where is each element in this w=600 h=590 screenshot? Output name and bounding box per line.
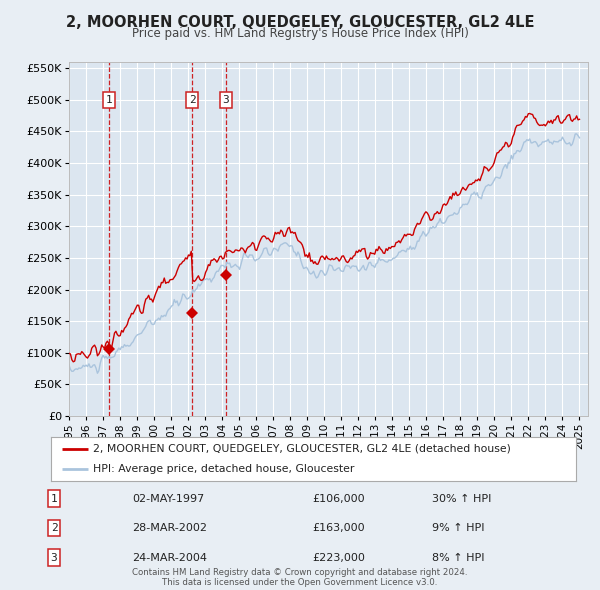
Text: 02-MAY-1997: 02-MAY-1997 xyxy=(132,494,204,503)
Text: 8% ↑ HPI: 8% ↑ HPI xyxy=(432,553,485,562)
Text: 9% ↑ HPI: 9% ↑ HPI xyxy=(432,523,485,533)
Text: 28-MAR-2002: 28-MAR-2002 xyxy=(132,523,207,533)
Text: Contains HM Land Registry data © Crown copyright and database right 2024.
This d: Contains HM Land Registry data © Crown c… xyxy=(132,568,468,587)
Text: 2, MOORHEN COURT, QUEDGELEY, GLOUCESTER, GL2 4LE: 2, MOORHEN COURT, QUEDGELEY, GLOUCESTER,… xyxy=(66,15,534,30)
Text: 3: 3 xyxy=(50,553,58,562)
Text: 3: 3 xyxy=(223,95,229,105)
Text: Price paid vs. HM Land Registry's House Price Index (HPI): Price paid vs. HM Land Registry's House … xyxy=(131,27,469,40)
Text: 2: 2 xyxy=(189,95,196,105)
Text: HPI: Average price, detached house, Gloucester: HPI: Average price, detached house, Glou… xyxy=(93,464,355,474)
Text: 30% ↑ HPI: 30% ↑ HPI xyxy=(432,494,491,503)
Text: 2: 2 xyxy=(50,523,58,533)
Text: 24-MAR-2004: 24-MAR-2004 xyxy=(132,553,207,562)
Text: £163,000: £163,000 xyxy=(312,523,365,533)
Text: £223,000: £223,000 xyxy=(312,553,365,562)
Text: 2, MOORHEN COURT, QUEDGELEY, GLOUCESTER, GL2 4LE (detached house): 2, MOORHEN COURT, QUEDGELEY, GLOUCESTER,… xyxy=(93,444,511,454)
Text: £106,000: £106,000 xyxy=(312,494,365,503)
Text: 1: 1 xyxy=(106,95,112,105)
Text: 1: 1 xyxy=(50,494,58,503)
